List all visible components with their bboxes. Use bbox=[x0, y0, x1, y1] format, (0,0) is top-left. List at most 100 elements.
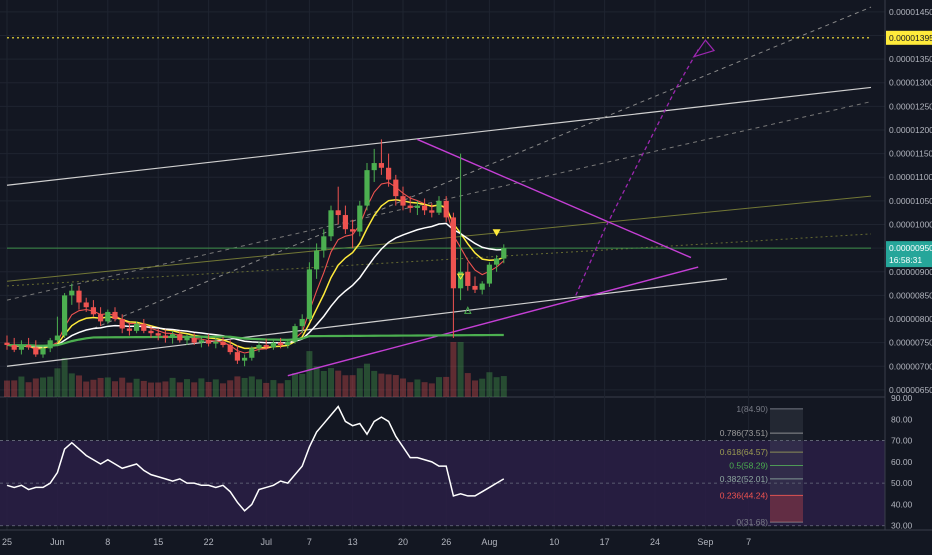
time-tick-label: 20 bbox=[398, 537, 408, 547]
volume-bar bbox=[270, 380, 277, 397]
candle-body bbox=[170, 334, 176, 338]
candle-body bbox=[270, 342, 276, 348]
volume-bar bbox=[335, 370, 342, 397]
volume-bar bbox=[256, 379, 262, 397]
price-axis-background bbox=[885, 0, 932, 550]
candle-body bbox=[40, 348, 46, 355]
candle-body bbox=[314, 250, 320, 270]
volume-bar bbox=[299, 374, 306, 397]
volume-bar bbox=[76, 375, 82, 397]
candle-body bbox=[47, 340, 53, 349]
price-tick-label: 0.00001000 bbox=[889, 219, 932, 229]
volume-bar bbox=[313, 366, 320, 397]
candle-body bbox=[414, 205, 420, 208]
signal-triangle-down bbox=[492, 229, 501, 237]
candle-body bbox=[4, 342, 10, 346]
volume-bar bbox=[241, 377, 248, 397]
volume-bar bbox=[227, 380, 234, 397]
upper-channel-line bbox=[6, 86, 872, 186]
ema-fast-line bbox=[6, 199, 505, 350]
candle-body bbox=[11, 345, 17, 350]
lower-channel-line bbox=[6, 278, 728, 367]
rsi-tick-label: 30.00 bbox=[891, 521, 913, 531]
countdown-label: 16:58:31 bbox=[889, 255, 922, 265]
candlesticks bbox=[4, 139, 507, 367]
volume-bar bbox=[97, 377, 104, 397]
volume-bar bbox=[464, 373, 471, 397]
candle-body bbox=[342, 215, 348, 230]
rsi-tick-label: 90.00 bbox=[891, 393, 913, 403]
candle-body bbox=[191, 337, 197, 343]
volume-bar bbox=[4, 380, 10, 397]
candle-body bbox=[256, 345, 262, 349]
candle-body bbox=[321, 236, 327, 251]
candle-body bbox=[486, 264, 492, 284]
time-tick-label: Sep bbox=[697, 537, 713, 547]
candle-body bbox=[90, 307, 96, 315]
candle-body bbox=[26, 345, 32, 348]
volume-bar bbox=[83, 381, 90, 397]
price-tick-label: 0.00000900 bbox=[889, 267, 932, 277]
volume-bar bbox=[421, 382, 428, 397]
candle-body bbox=[98, 314, 104, 322]
volume-bar bbox=[292, 373, 298, 397]
volume-bar bbox=[155, 382, 162, 397]
volume-bar bbox=[479, 378, 486, 397]
time-tick-label: 22 bbox=[204, 537, 214, 547]
volume-bar bbox=[32, 378, 39, 397]
volume-bar bbox=[486, 372, 493, 397]
candle-body bbox=[479, 283, 485, 290]
candle-body bbox=[458, 271, 464, 289]
projection-path bbox=[575, 49, 699, 296]
candle-body bbox=[371, 163, 377, 171]
candle-body bbox=[263, 345, 269, 348]
volume-bar bbox=[414, 379, 421, 397]
volume-bar bbox=[263, 382, 270, 397]
candle-body bbox=[364, 170, 370, 206]
time-tick-label: 7 bbox=[307, 537, 312, 547]
volume-bar bbox=[500, 376, 507, 397]
volume-bar bbox=[104, 377, 111, 397]
alert-price-label-box bbox=[886, 30, 932, 45]
volume-bar bbox=[385, 374, 392, 397]
time-tick-label: 8 bbox=[105, 537, 110, 547]
candle-body bbox=[206, 340, 212, 344]
triangle-lower bbox=[287, 266, 699, 377]
volume-bar bbox=[198, 378, 205, 397]
volume-bar bbox=[126, 382, 133, 397]
volume-bar bbox=[407, 382, 414, 397]
volume-bar bbox=[90, 379, 97, 397]
price-tick-label: 0.00000800 bbox=[889, 314, 932, 324]
price-tick-label: 0.00000750 bbox=[889, 338, 932, 348]
candle-body bbox=[62, 295, 68, 336]
price-tick-label: 0.00001350 bbox=[889, 54, 932, 64]
fib-level-label: 1(84.90) bbox=[736, 404, 768, 414]
triangle-upper bbox=[417, 138, 692, 259]
candle-body bbox=[299, 319, 305, 327]
volume-bar bbox=[320, 371, 327, 397]
projection-arrowhead bbox=[692, 39, 716, 58]
candle-body bbox=[328, 210, 334, 237]
volume-bars bbox=[4, 342, 507, 397]
annotations bbox=[456, 229, 501, 314]
volume-bar bbox=[234, 376, 241, 397]
volume-bar bbox=[119, 377, 126, 397]
volume-bar bbox=[284, 380, 291, 397]
candle-body bbox=[306, 269, 312, 320]
candle-body bbox=[278, 342, 284, 346]
volume-bar bbox=[428, 383, 435, 397]
price-tick-label: 0.00001050 bbox=[889, 196, 932, 206]
candle-body bbox=[249, 348, 255, 358]
ema-slow-line bbox=[6, 333, 504, 347]
candle-body bbox=[184, 337, 190, 341]
price-tick-label: 0.00001200 bbox=[889, 125, 932, 135]
volume-bar bbox=[11, 380, 18, 397]
rsi-tick-label: 60.00 bbox=[891, 457, 913, 467]
candle-body bbox=[422, 205, 428, 211]
candle-body bbox=[242, 357, 248, 361]
candle-body bbox=[429, 210, 435, 213]
volume-bar bbox=[54, 368, 61, 397]
